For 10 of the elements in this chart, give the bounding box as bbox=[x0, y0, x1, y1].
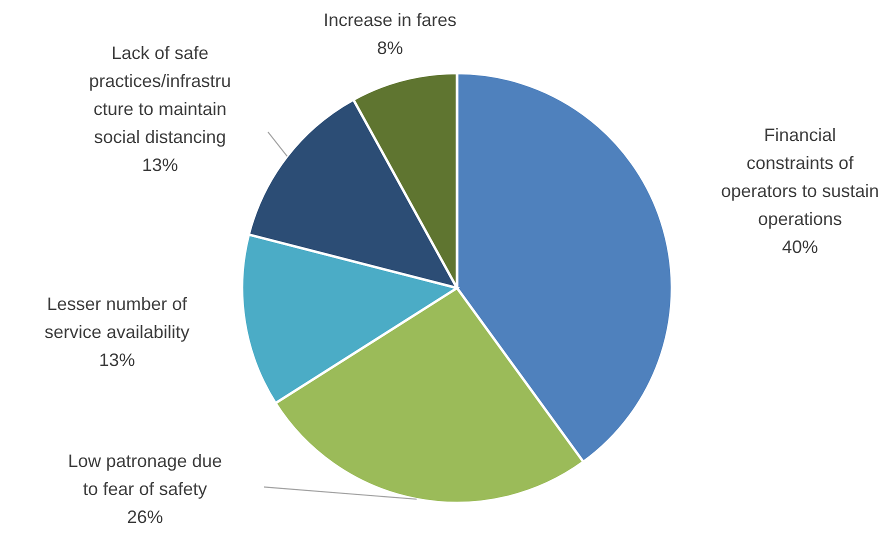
slice-label: Low patronage due to fear of safety bbox=[68, 450, 222, 499]
data-label: 26% bbox=[126, 506, 164, 527]
slice-label: Lesser number of service availability bbox=[44, 294, 190, 342]
slice-label: Financial constraints of operators to sustain operations bbox=[720, 124, 880, 229]
slice-label: Lack of safe practices/infrastru cture to maintain social distancing bbox=[88, 42, 232, 147]
data-label: 40% bbox=[782, 236, 818, 257]
data-label: 8% bbox=[376, 38, 404, 58]
data-label: 13% bbox=[98, 350, 136, 370]
data-label: 13% bbox=[142, 154, 178, 175]
slice-label: Increase in fares bbox=[323, 10, 457, 30]
